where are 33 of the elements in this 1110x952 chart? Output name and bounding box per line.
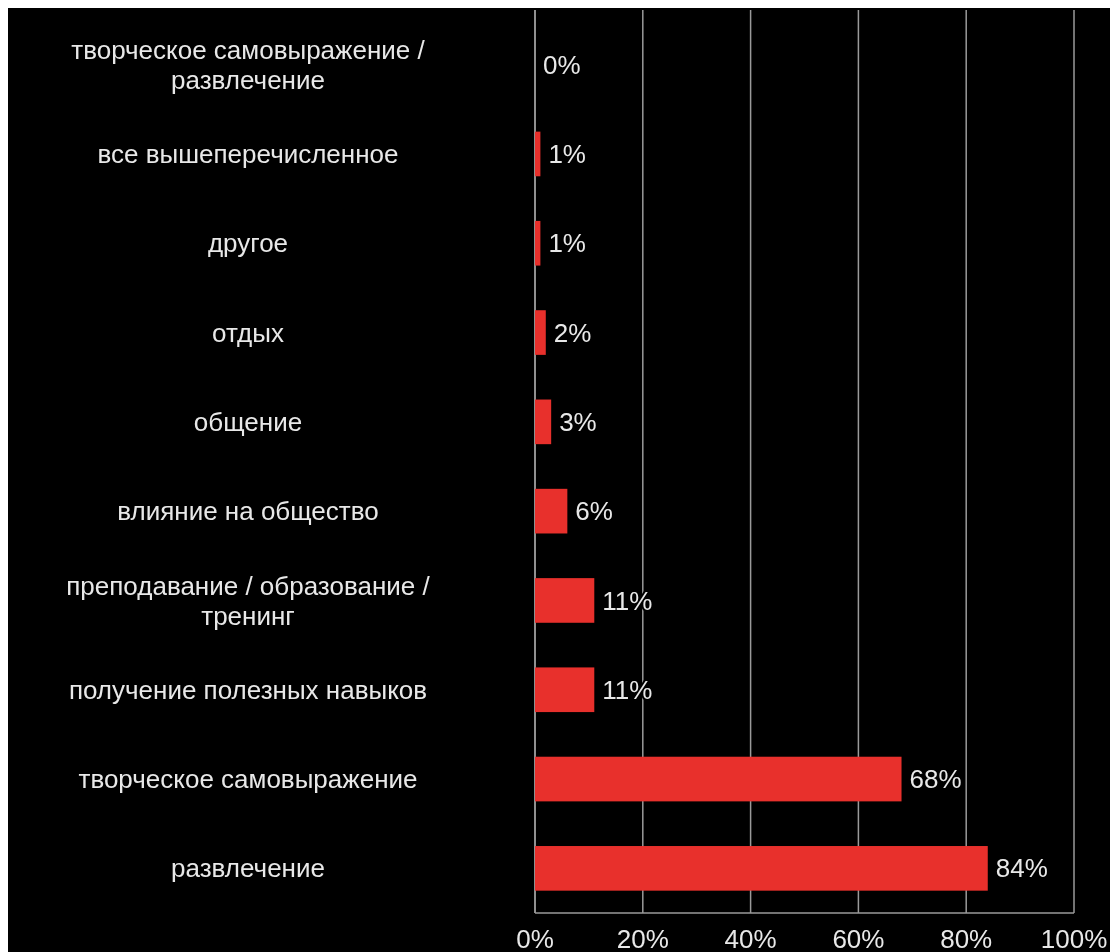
bar [535,399,552,445]
bar [535,846,988,891]
y-tick-label: отдых [212,317,284,348]
x-tick-label: 20% [616,924,669,952]
data-label: 0% [543,49,581,80]
bar [535,310,546,355]
data-label: 2% [553,317,592,348]
x-tick-label: 60% [832,924,885,952]
x-tick-label: 0% [516,924,554,952]
y-tick-label: получение полезных навыков [68,674,428,705]
data-label: 3% [559,406,597,437]
bar [535,756,902,802]
x-tick-label: 100% [1040,924,1108,952]
data-label: 1% [548,139,586,170]
y-tick-label: общение [193,406,303,437]
bar [535,488,568,534]
y-tick-label: развлечение [171,853,325,884]
y-tick-label: творческое самовыражение / развлечение [71,34,426,95]
y-tick-label: влияние на общество [117,496,379,527]
bar [535,131,541,177]
x-tick-label: 40% [724,924,777,952]
x-tick-label: 80% [940,924,993,952]
bar [535,578,595,623]
data-label: 6% [575,496,613,527]
y-tick-label: творческое самовыражение [78,764,418,795]
y-tick-label: все вышеперечисленное [97,139,399,170]
data-label: 84% [995,853,1048,884]
y-tick-label: преподавание / образование / тренинг [66,570,431,631]
bar [535,667,595,713]
data-label: 68% [909,764,962,795]
y-tick-label: другое [207,228,289,259]
data-label: 1% [548,228,586,259]
bar [535,220,541,266]
